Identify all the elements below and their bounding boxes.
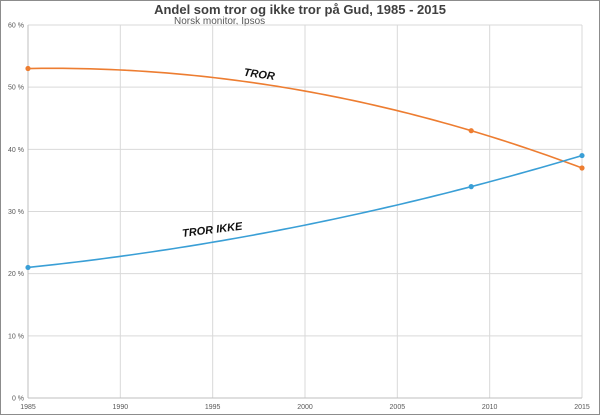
x-tick-labels: 1985 1990 1995 2000 2005 2010 2015 (20, 404, 590, 411)
x-tick-label: 1995 (205, 404, 221, 411)
x-tick-label: 2000 (297, 404, 313, 411)
y-tick-labels: 0 % 10 % 20 % 30 % 40 % 50 % 60 % (8, 23, 24, 403)
y-tick-label: 40 % (8, 147, 24, 154)
series-points (25, 65, 585, 271)
data-point-tror-ikke (579, 152, 585, 159)
x-tick-label: 2005 (390, 404, 406, 411)
x-tick-label: 1985 (20, 404, 36, 411)
x-tick-label: 1990 (113, 404, 129, 411)
y-tick-label: 0 % (12, 396, 24, 403)
data-point-tror-ikke (468, 184, 474, 190)
chart-title: Andel som tror og ikke tror på Gud, 1985… (154, 2, 446, 17)
series-line-tror-ikke (27, 154, 583, 269)
data-point-tror (579, 165, 585, 171)
y-tick-label: 50 % (8, 85, 24, 92)
axes (27, 25, 582, 399)
x-tick-label: 2015 (574, 404, 590, 411)
chart-subtitle: Norsk monitor, Ipsos (174, 16, 266, 27)
x-tick-label: 2010 (482, 404, 498, 411)
series-label-tror: TROR (243, 67, 276, 83)
series-line-tror (27, 67, 583, 169)
y-tick-label: 10 % (8, 333, 24, 340)
data-point-tror-ikke (25, 264, 31, 271)
series-lines (27, 67, 583, 269)
y-tick-label: 60 % (8, 23, 24, 30)
y-tick-label: 30 % (8, 209, 24, 216)
data-point-tror (468, 128, 474, 134)
y-tick-label: 20 % (8, 271, 24, 278)
grid-lines (28, 24, 583, 398)
data-point-tror (25, 65, 31, 72)
